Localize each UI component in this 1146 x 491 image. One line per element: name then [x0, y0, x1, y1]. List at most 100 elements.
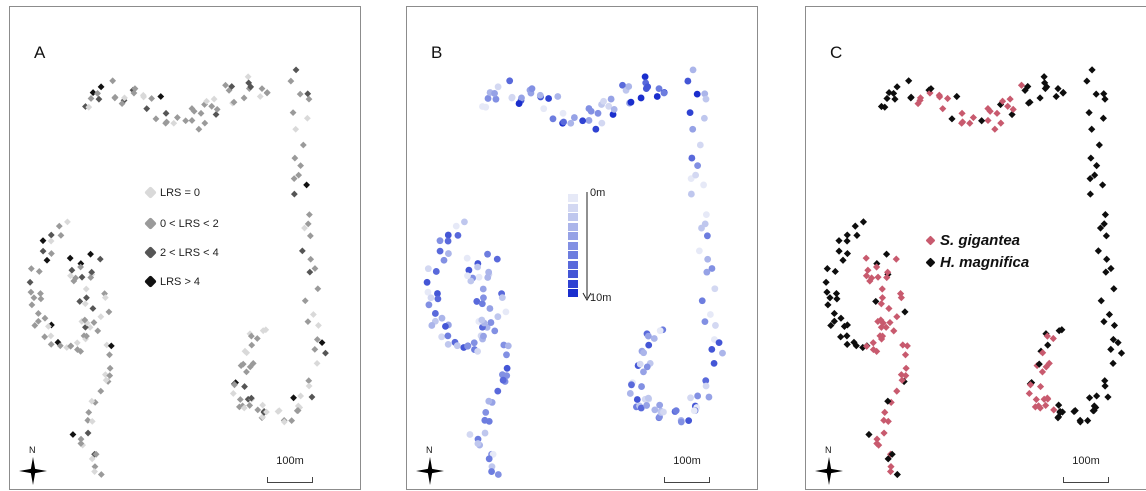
survey-point [424, 265, 432, 273]
survey-point [97, 83, 105, 91]
survey-point [47, 332, 55, 340]
survey-point [484, 95, 492, 102]
survey-point [297, 392, 305, 400]
survey-point [888, 450, 896, 458]
survey-point [313, 336, 321, 343]
survey-point [304, 220, 312, 228]
survey-point [246, 363, 254, 371]
survey-point [696, 141, 704, 149]
survey-point [719, 349, 726, 357]
survey-point [637, 404, 645, 412]
survey-point [502, 308, 510, 316]
survey-point [259, 413, 266, 421]
survey-point [305, 211, 313, 219]
survey-point [237, 362, 245, 369]
survey-point [879, 319, 887, 327]
survey-point [292, 125, 300, 133]
survey-point [883, 94, 891, 103]
survey-point [485, 455, 493, 463]
survey-point [67, 272, 74, 280]
survey-point [428, 322, 436, 329]
survey-point [201, 101, 208, 108]
north-arrow: N [16, 445, 50, 489]
survey-point [488, 463, 496, 471]
survey-point [698, 297, 706, 305]
survey-point [1105, 310, 1113, 319]
lrs-legend-item: 2 < LRS < 4 [144, 245, 286, 261]
survey-point [89, 89, 97, 96]
survey-point [249, 360, 257, 367]
survey-point [1041, 79, 1049, 87]
survey-point [34, 310, 42, 317]
survey-point [243, 349, 251, 357]
survey-point [887, 463, 895, 471]
depth-arrow-icon [582, 192, 592, 302]
survey-point [314, 285, 322, 293]
survey-point [978, 117, 986, 125]
survey-point [1038, 368, 1047, 376]
survey-point [609, 111, 617, 118]
survey-point [478, 316, 486, 324]
survey-point [499, 376, 507, 384]
survey-point [247, 394, 255, 402]
survey-point [1044, 341, 1052, 349]
survey-point [244, 395, 252, 403]
survey-point [1094, 247, 1102, 255]
survey-point [427, 294, 435, 302]
survey-point [69, 431, 77, 438]
survey-point [48, 250, 55, 257]
survey-point [465, 266, 473, 274]
survey-point [886, 467, 895, 476]
north-label: N [825, 445, 832, 455]
survey-point [703, 232, 711, 240]
survey-point [644, 83, 652, 91]
north-label: N [426, 445, 433, 455]
survey-point [92, 450, 100, 458]
compass-star-icon [416, 457, 444, 485]
survey-point [893, 83, 901, 91]
survey-point [466, 431, 474, 438]
survey-point [143, 105, 151, 113]
survey-point [492, 95, 500, 103]
survey-point [1009, 105, 1017, 113]
survey-point [452, 222, 460, 230]
survey-point [627, 98, 635, 106]
survey-point [503, 351, 510, 359]
survey-point [843, 231, 851, 239]
survey-point [248, 341, 256, 349]
survey-point [660, 89, 668, 97]
survey-point [254, 406, 262, 414]
survey-point [1036, 94, 1044, 102]
survey-point [432, 268, 440, 275]
survey-point [47, 340, 55, 348]
survey-point [1034, 402, 1043, 410]
survey-point [37, 295, 45, 303]
survey-point [1110, 285, 1118, 293]
survey-point [1089, 407, 1097, 415]
survey-point [899, 341, 907, 349]
survey-point [306, 268, 314, 276]
survey-point [467, 277, 475, 285]
survey-point [700, 114, 708, 122]
survey-point [893, 313, 901, 321]
survey-point [440, 256, 448, 264]
survey-point [1026, 381, 1035, 389]
survey-point [289, 109, 297, 117]
survey-point [1049, 334, 1057, 343]
survey-point [545, 95, 553, 102]
survey-point [94, 90, 101, 97]
survey-point [444, 332, 452, 340]
survey-point [247, 332, 255, 340]
survey-point [297, 162, 305, 170]
survey-point [222, 81, 229, 89]
survey-point [27, 265, 35, 273]
survey-point [660, 408, 667, 416]
survey-point [67, 342, 74, 350]
survey-point [28, 301, 36, 309]
survey-point [102, 376, 110, 384]
survey-point [263, 89, 271, 97]
survey-point [536, 91, 544, 99]
survey-point [694, 162, 702, 170]
survey-point [481, 429, 489, 437]
survey-point [637, 94, 645, 102]
